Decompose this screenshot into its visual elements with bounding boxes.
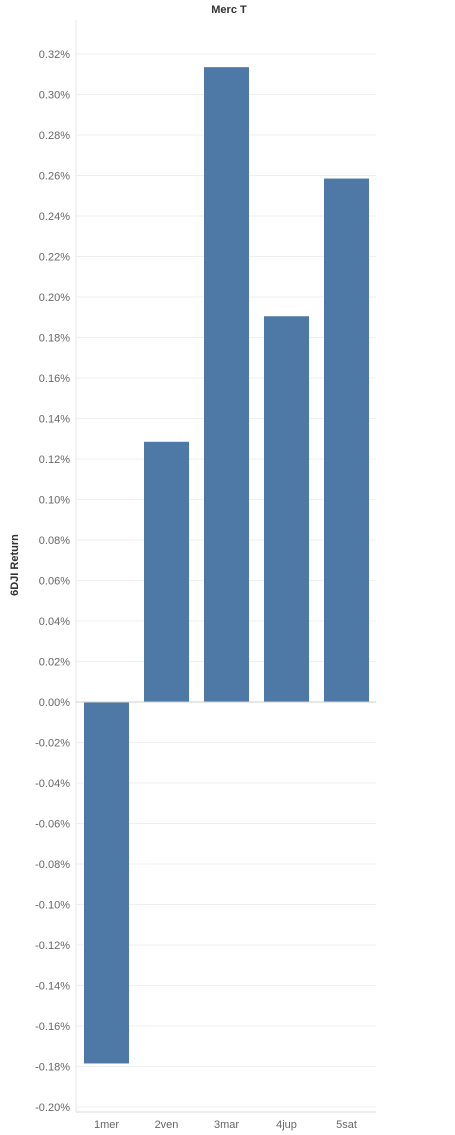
y-tick-label: 0.08% bbox=[39, 535, 70, 547]
y-tick-label: -0.10% bbox=[35, 900, 70, 912]
y-tick-label: 0.06% bbox=[39, 576, 70, 588]
y-tick-label: 0.18% bbox=[39, 333, 70, 345]
y-tick-label: -0.04% bbox=[35, 778, 70, 790]
y-tick-label: 0.02% bbox=[39, 657, 70, 669]
bar-4jup bbox=[264, 316, 309, 702]
bar-3mar bbox=[204, 67, 249, 703]
y-tick-label: -0.08% bbox=[35, 859, 70, 871]
y-tick-label: -0.12% bbox=[35, 940, 70, 952]
y-tick-label: -0.20% bbox=[35, 1102, 70, 1114]
y-tick-label: 0.12% bbox=[39, 454, 70, 466]
y-axis-label: 6DJI Return bbox=[9, 534, 21, 596]
y-tick-label: 0.14% bbox=[39, 414, 70, 426]
y-tick-label: 0.32% bbox=[39, 49, 70, 61]
bar-1mer bbox=[84, 702, 129, 1064]
bar-2ven bbox=[144, 441, 189, 702]
x-tick-label: 2ven bbox=[155, 1119, 179, 1131]
y-tick-label: 0.22% bbox=[39, 252, 70, 264]
y-tick-label: -0.02% bbox=[35, 738, 70, 750]
y-tick-label: 0.04% bbox=[39, 616, 70, 628]
bar-5sat bbox=[324, 178, 369, 703]
y-tick-label: 0.28% bbox=[39, 130, 70, 142]
y-tick-label: -0.18% bbox=[35, 1062, 70, 1074]
x-tick-label: 4jup bbox=[276, 1119, 297, 1131]
x-tick-labels: 1mer 2ven 3mar 4jup 5sat bbox=[94, 1119, 357, 1131]
y-tick-label: 0.24% bbox=[39, 211, 70, 223]
x-tick-label: 3mar bbox=[214, 1119, 239, 1131]
x-tick-label: 5sat bbox=[336, 1119, 357, 1131]
x-tick-label: 1mer bbox=[94, 1119, 119, 1131]
y-tick-label: 0.26% bbox=[39, 171, 70, 183]
y-tick-label: 0.30% bbox=[39, 90, 70, 102]
y-tick-labels: 0.32% 0.30% 0.28% 0.26% 0.24% 0.22% 0.20% 0.18%… bbox=[35, 49, 70, 1114]
y-tick-label: -0.16% bbox=[35, 1021, 70, 1033]
y-tick-label: 0.16% bbox=[39, 373, 70, 385]
y-tick-label: 0.20% bbox=[39, 292, 70, 304]
y-tick-label: -0.14% bbox=[35, 981, 70, 993]
chart-title: Merc T bbox=[211, 4, 247, 16]
y-tick-label: 0.10% bbox=[39, 495, 70, 507]
bars bbox=[84, 67, 369, 1064]
y-tick-label: 0.00% bbox=[39, 697, 70, 709]
y-tick-label: -0.06% bbox=[35, 819, 70, 831]
